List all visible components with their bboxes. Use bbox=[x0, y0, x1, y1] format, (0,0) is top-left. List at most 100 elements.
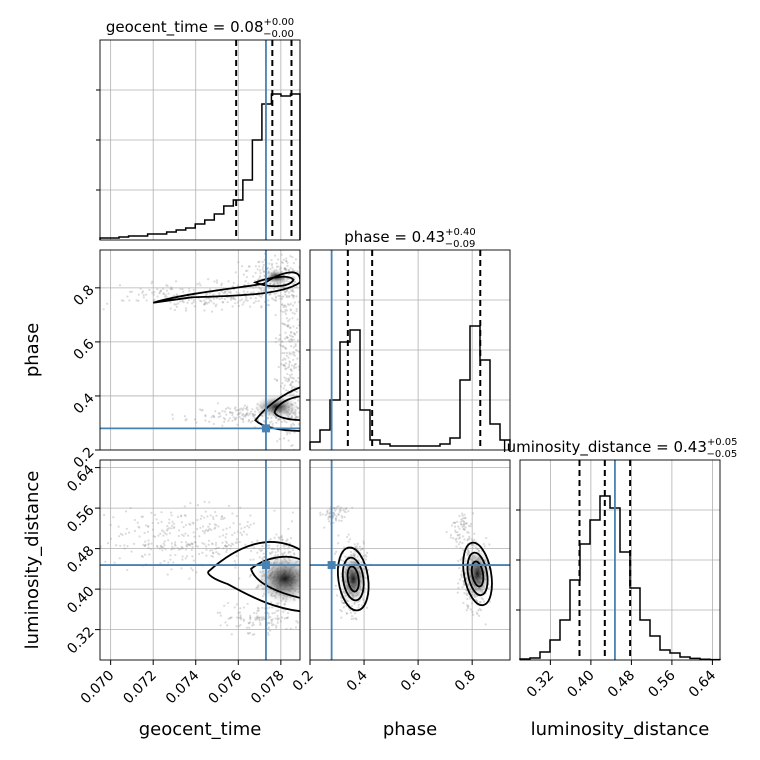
sample-point bbox=[250, 541, 254, 544]
sample-point bbox=[246, 602, 249, 606]
sample-point bbox=[259, 616, 262, 619]
sample-point bbox=[293, 367, 296, 370]
sample-point bbox=[246, 412, 249, 415]
sample-point bbox=[155, 518, 158, 521]
sample-point bbox=[140, 554, 143, 558]
sample-point bbox=[188, 543, 191, 546]
sample-point bbox=[212, 551, 215, 554]
sample-point bbox=[181, 555, 184, 558]
sample-point bbox=[255, 618, 258, 621]
geocent_time-histogram bbox=[99, 93, 301, 240]
sample-point bbox=[276, 548, 279, 551]
sample-point bbox=[206, 529, 210, 533]
sample-point bbox=[240, 407, 243, 410]
sample-point bbox=[258, 260, 261, 263]
sample-point bbox=[188, 522, 191, 525]
sample-point bbox=[345, 535, 349, 539]
sample-point bbox=[164, 548, 167, 551]
sample-point bbox=[285, 347, 288, 350]
sample-point bbox=[223, 298, 226, 301]
sample-point bbox=[258, 265, 261, 268]
sample-point bbox=[167, 527, 170, 530]
sample-point bbox=[211, 555, 215, 558]
sample-point bbox=[280, 340, 283, 343]
sample-point bbox=[463, 592, 466, 595]
sample-point bbox=[451, 536, 455, 540]
sample-point bbox=[255, 612, 258, 615]
sample-point bbox=[355, 618, 358, 621]
sample-point bbox=[159, 532, 162, 535]
sample-point bbox=[482, 543, 485, 546]
sample-point bbox=[224, 544, 227, 548]
sample-point bbox=[267, 626, 271, 629]
sample-point bbox=[269, 615, 272, 619]
sample-point bbox=[289, 383, 292, 386]
sample-point bbox=[280, 534, 283, 537]
sample-point bbox=[462, 523, 465, 526]
sample-point bbox=[293, 312, 296, 315]
sample-point bbox=[333, 552, 336, 555]
sample-point bbox=[360, 604, 364, 607]
sample-point bbox=[354, 546, 357, 549]
sample-point bbox=[459, 522, 463, 526]
sample-point bbox=[233, 297, 236, 300]
sample-point bbox=[285, 389, 288, 392]
sample-point bbox=[190, 548, 193, 552]
geocent_time-x-axis-label: geocent_time bbox=[139, 719, 262, 740]
sample-point bbox=[239, 607, 242, 610]
sample-point bbox=[247, 414, 250, 417]
sample-point bbox=[184, 548, 188, 551]
sample-point bbox=[238, 523, 242, 526]
sample-point bbox=[285, 257, 288, 260]
sample-point bbox=[362, 542, 366, 545]
sample-point bbox=[204, 414, 207, 417]
sample-point bbox=[337, 534, 340, 537]
sample-point bbox=[215, 281, 219, 284]
sample-point bbox=[460, 573, 463, 576]
sample-point bbox=[243, 283, 246, 287]
sample-point bbox=[252, 558, 255, 561]
sample-point bbox=[284, 331, 287, 334]
sample-point bbox=[232, 543, 235, 546]
sample-point bbox=[294, 366, 298, 369]
sample-point bbox=[207, 301, 211, 304]
sample-point bbox=[285, 362, 288, 365]
sample-point bbox=[279, 343, 282, 346]
sample-point bbox=[226, 601, 230, 605]
sample-point bbox=[205, 297, 208, 300]
sample-point bbox=[173, 525, 176, 529]
sample-point bbox=[181, 533, 184, 536]
panel-frame-1-2 bbox=[309, 459, 511, 661]
sample-point bbox=[204, 419, 207, 422]
sample-point bbox=[338, 510, 341, 513]
sample-point bbox=[148, 553, 151, 556]
sample-point bbox=[257, 616, 260, 619]
sample-point bbox=[461, 525, 464, 528]
sample-point bbox=[234, 406, 237, 409]
sample-point bbox=[208, 420, 211, 423]
sample-point bbox=[333, 507, 336, 510]
sample-point bbox=[266, 631, 270, 635]
sample-point bbox=[137, 293, 140, 296]
sample-point bbox=[335, 594, 339, 597]
sample-point bbox=[357, 603, 360, 606]
sample-point bbox=[191, 543, 194, 546]
sample-point bbox=[293, 386, 296, 389]
sample-point bbox=[282, 295, 285, 298]
sample-point bbox=[158, 547, 161, 550]
sample-point bbox=[191, 542, 194, 545]
sample-point bbox=[232, 281, 235, 285]
sample-point bbox=[212, 293, 215, 296]
sample-point bbox=[213, 416, 216, 419]
sample-point bbox=[283, 351, 286, 355]
sample-point bbox=[176, 546, 179, 549]
sample-point bbox=[269, 293, 272, 296]
sample-point bbox=[277, 536, 280, 539]
sample-point bbox=[245, 413, 248, 416]
sample-point bbox=[163, 532, 167, 535]
sample-point bbox=[287, 527, 290, 531]
sample-point bbox=[286, 324, 289, 327]
sample-point bbox=[365, 555, 368, 558]
sample-point bbox=[202, 525, 205, 528]
sample-point bbox=[229, 290, 232, 293]
